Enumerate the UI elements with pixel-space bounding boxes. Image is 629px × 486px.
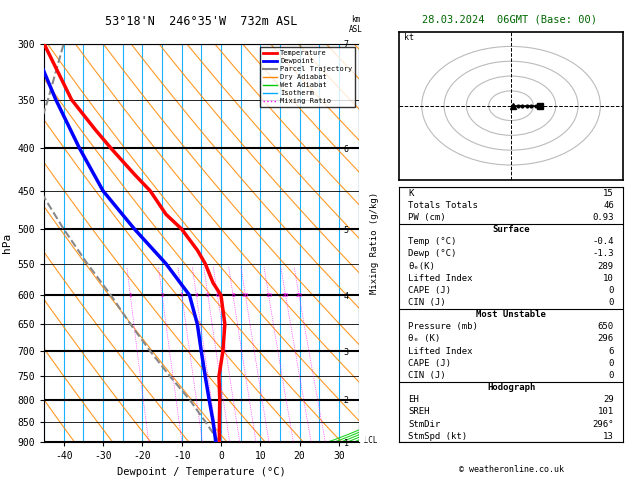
Text: -1.3: -1.3	[593, 249, 614, 259]
Text: StmSpd (kt): StmSpd (kt)	[408, 432, 467, 441]
Text: θₑ (K): θₑ (K)	[408, 334, 440, 344]
Text: 2: 2	[160, 293, 164, 298]
Text: Most Unstable: Most Unstable	[476, 310, 546, 319]
Text: Surface: Surface	[493, 225, 530, 234]
Text: 650: 650	[598, 322, 614, 331]
Text: © weatheronline.co.uk: © weatheronline.co.uk	[459, 465, 564, 474]
Text: 296: 296	[598, 334, 614, 344]
Text: StmDir: StmDir	[408, 419, 440, 429]
Text: 25: 25	[295, 293, 303, 298]
Text: K: K	[408, 189, 414, 198]
Text: CIN (J): CIN (J)	[408, 371, 446, 380]
Text: 0: 0	[608, 371, 614, 380]
Text: EH: EH	[408, 395, 419, 404]
X-axis label: Dewpoint / Temperature (°C): Dewpoint / Temperature (°C)	[117, 467, 286, 477]
Text: 8: 8	[231, 293, 235, 298]
Text: Totals Totals: Totals Totals	[408, 201, 478, 210]
Y-axis label: hPa: hPa	[2, 233, 12, 253]
Text: 29: 29	[603, 395, 614, 404]
Text: PW (cm): PW (cm)	[408, 213, 446, 222]
Text: 296°: 296°	[593, 419, 614, 429]
Text: 0: 0	[608, 286, 614, 295]
Text: 4: 4	[194, 293, 198, 298]
Text: 53°18'N  246°35'W  732m ASL: 53°18'N 246°35'W 732m ASL	[105, 15, 298, 28]
Text: 3: 3	[180, 293, 184, 298]
Text: LCL: LCL	[359, 436, 377, 445]
Text: 10: 10	[242, 293, 249, 298]
Legend: Temperature, Dewpoint, Parcel Trajectory, Dry Adiabat, Wet Adiabat, Isotherm, Mi: Temperature, Dewpoint, Parcel Trajectory…	[260, 47, 355, 107]
Text: CAPE (J): CAPE (J)	[408, 359, 452, 368]
Text: kt: kt	[404, 34, 414, 42]
Text: 15: 15	[603, 189, 614, 198]
Text: Mixing Ratio (g/kg): Mixing Ratio (g/kg)	[370, 192, 379, 294]
Text: θₑ(K): θₑ(K)	[408, 261, 435, 271]
Text: 0: 0	[608, 359, 614, 368]
Text: 0.93: 0.93	[593, 213, 614, 222]
Text: 6: 6	[608, 347, 614, 356]
Text: Dewp (°C): Dewp (°C)	[408, 249, 457, 259]
Text: 20: 20	[282, 293, 289, 298]
Text: 289: 289	[598, 261, 614, 271]
Text: Temp (°C): Temp (°C)	[408, 237, 457, 246]
Text: 101: 101	[598, 407, 614, 417]
Text: Pressure (mb): Pressure (mb)	[408, 322, 478, 331]
Text: Lifted Index: Lifted Index	[408, 274, 473, 283]
Text: 6: 6	[216, 293, 220, 298]
Text: -0.4: -0.4	[593, 237, 614, 246]
Text: Hodograph: Hodograph	[487, 383, 535, 392]
Text: 28.03.2024  06GMT (Base: 00): 28.03.2024 06GMT (Base: 00)	[422, 15, 597, 25]
Text: CIN (J): CIN (J)	[408, 298, 446, 307]
Text: 15: 15	[265, 293, 272, 298]
Text: 1: 1	[128, 293, 132, 298]
Text: 5: 5	[206, 293, 209, 298]
Text: 13: 13	[603, 432, 614, 441]
Text: Lifted Index: Lifted Index	[408, 347, 473, 356]
Text: 0: 0	[608, 298, 614, 307]
Text: 46: 46	[603, 201, 614, 210]
Text: 10: 10	[603, 274, 614, 283]
Text: CAPE (J): CAPE (J)	[408, 286, 452, 295]
Text: km
ASL: km ASL	[348, 15, 362, 34]
Text: SREH: SREH	[408, 407, 430, 417]
